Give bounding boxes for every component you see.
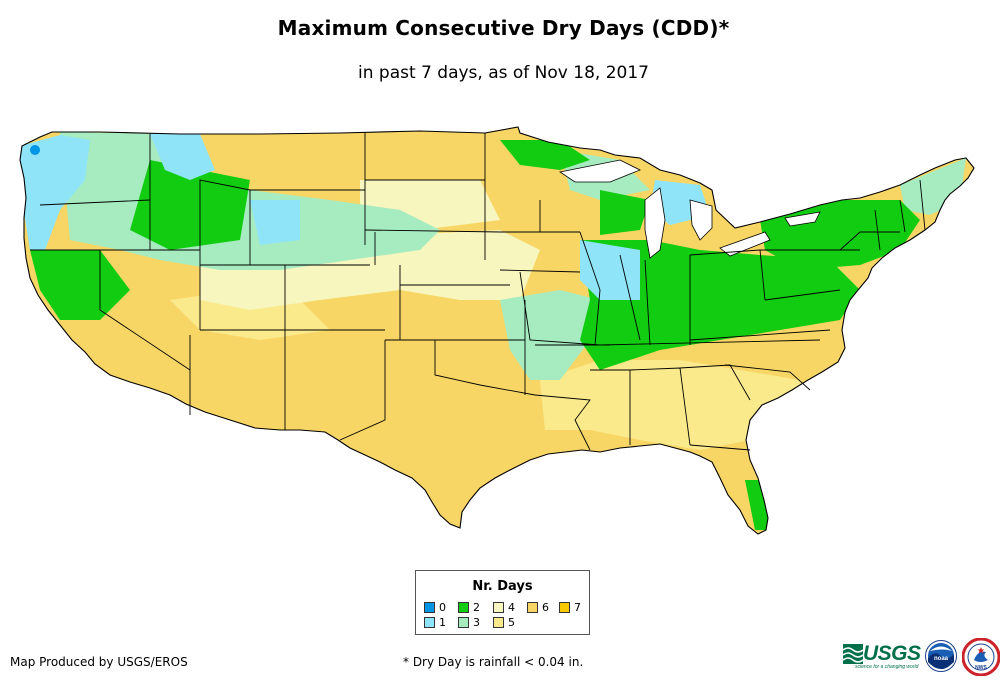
legend-item: 3 (458, 617, 480, 629)
legend-item: 6 (527, 602, 549, 614)
legend-label: 2 (473, 601, 480, 614)
legend-swatch (424, 617, 435, 628)
legend-item: 7 (559, 602, 581, 614)
lake-superior (558, 159, 641, 183)
cdd-color-regions (20, 127, 974, 534)
legend-swatch (493, 617, 504, 628)
great-lakes (558, 159, 821, 259)
legend-label: 5 (508, 616, 515, 629)
legend-swatch (559, 602, 570, 613)
legend-item: 0 (424, 602, 446, 614)
legend-title: Nr. Days (472, 579, 533, 594)
usgs-tagline: science for a changing world (855, 664, 919, 670)
legend-swatch (458, 617, 469, 628)
legend-label: 3 (473, 616, 480, 629)
usgs-wave-icon (843, 644, 864, 664)
legend-label: 6 (542, 601, 549, 614)
legend: Nr. Days 0 1 2 3 4 5 6 7 (415, 570, 590, 635)
usgs-wordmark: USGS (863, 642, 921, 665)
legend-swatch (527, 602, 538, 613)
svg-text:noaa: noaa (934, 656, 949, 662)
legend-swatch (424, 602, 435, 613)
lake-huron (689, 199, 713, 241)
legend-label: 7 (574, 601, 581, 614)
legend-item: 5 (493, 617, 515, 629)
legend-item: 2 (458, 602, 480, 614)
map-subtitle: in past 7 days, as of Nov 18, 2017 (358, 63, 649, 83)
noaa-logo: noaa (925, 640, 957, 672)
lake-ontario (784, 211, 821, 227)
state-borders (30, 133, 926, 451)
legend-item: 1 (424, 617, 446, 629)
map-title: Maximum Consecutive Dry Days (CDD)* (277, 16, 730, 40)
legend-label: 4 (508, 601, 515, 614)
svg-text:NWS: NWS (975, 665, 987, 671)
usgs-logo: USGS science for a changing world (843, 642, 921, 672)
nws-logo: NWS (962, 638, 1000, 676)
lake-erie (719, 231, 771, 257)
legend-label: 0 (439, 601, 446, 614)
legend-swatch (493, 602, 504, 613)
footnote-text: * Dry Day is rainfall < 0.04 in. (403, 655, 584, 669)
credit-text: Map Produced by USGS/EROS (10, 655, 188, 669)
legend-label: 1 (439, 616, 446, 629)
legend-swatch (458, 602, 469, 613)
legend-item: 4 (493, 602, 515, 614)
lake-michigan (644, 187, 666, 259)
